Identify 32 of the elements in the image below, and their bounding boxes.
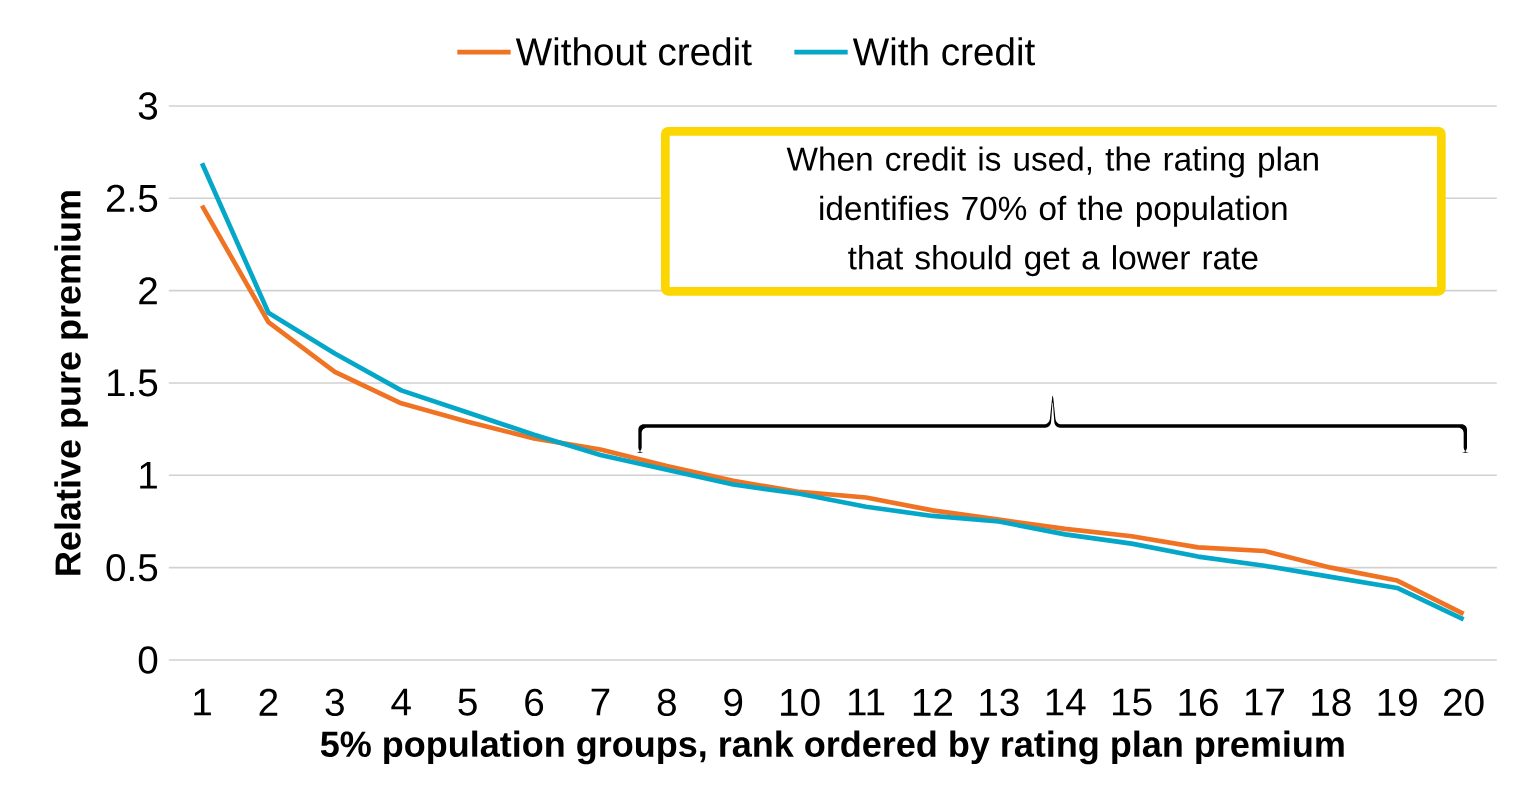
annotation: When credit is used, the rating plan identifies 70% of the population that should get a lower rate	[786, 146, 1318, 277]
legend-label: With credit	[852, 37, 1035, 66]
x-tick-label: 10	[781, 688, 820, 717]
x-tick-label: 15	[1113, 688, 1152, 716]
y-tick-label: 2.5	[106, 184, 158, 213]
x-tick-label: 12	[913, 688, 952, 716]
y-axis-title: Relative pure premium	[54, 191, 88, 575]
x-tick-label: 20	[1444, 688, 1484, 717]
y-tick-label: 1	[140, 462, 157, 489]
x-tick-label: 4	[391, 688, 411, 716]
x-tick-label: 7	[591, 688, 610, 716]
legend-label: Without credit	[515, 37, 752, 66]
x-tick-label: 9	[724, 688, 743, 717]
x-tick-label: 19	[1378, 688, 1417, 717]
x-tick-label: 5	[458, 688, 477, 716]
x-axis-title: 5% population groups, rank ordered by rating plan premium	[320, 730, 1344, 765]
y-tick-label: 3	[138, 92, 158, 120]
x-tick-label: 16	[1179, 688, 1218, 717]
x-tick-label: 13	[980, 688, 1019, 717]
x-tick-label: 11	[848, 688, 885, 716]
x-tick-label: 14	[1046, 688, 1086, 716]
y-tick-label: 2	[139, 277, 157, 305]
x-tick-label: 8	[657, 688, 676, 717]
x-tick-label: 3	[325, 688, 344, 717]
x-tick-label: 18	[1312, 688, 1351, 717]
x-tick-label: 1	[194, 688, 211, 716]
x-tick-label: 6	[525, 688, 544, 717]
x-tick-label: 17	[1245, 688, 1284, 716]
y-tick-label: 0.5	[106, 553, 158, 582]
x-tick-label: 2	[259, 688, 278, 716]
y-tick-label: 1.5	[107, 369, 158, 397]
y-tick-label: 0	[138, 646, 158, 674]
